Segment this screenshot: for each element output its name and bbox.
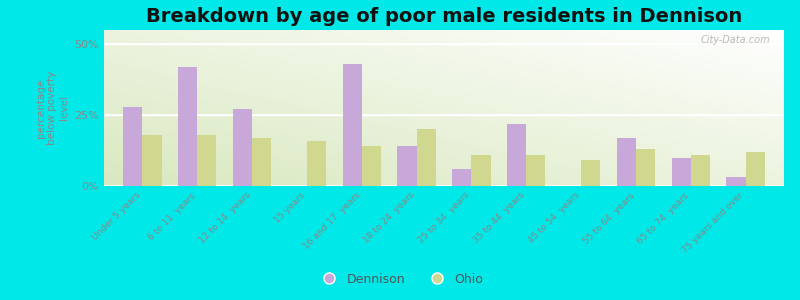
Bar xyxy=(526,155,546,186)
Bar xyxy=(746,152,765,186)
Bar xyxy=(342,64,362,186)
Bar xyxy=(307,141,326,186)
Bar xyxy=(252,138,271,186)
Legend: Dennison, Ohio: Dennison, Ohio xyxy=(312,268,488,291)
Bar xyxy=(581,160,600,186)
Bar xyxy=(142,135,162,186)
Bar xyxy=(507,124,526,186)
Bar xyxy=(726,178,746,186)
Bar xyxy=(398,146,417,186)
Bar xyxy=(233,110,252,186)
Bar xyxy=(178,67,198,186)
Bar xyxy=(452,169,471,186)
Bar xyxy=(636,149,655,186)
Title: Breakdown by age of poor male residents in Dennison: Breakdown by age of poor male residents … xyxy=(146,7,742,26)
Bar xyxy=(671,158,690,186)
Y-axis label: percentage
below poverty
level: percentage below poverty level xyxy=(36,71,69,145)
Bar xyxy=(471,155,490,186)
Bar xyxy=(362,146,381,186)
Bar xyxy=(198,135,217,186)
Bar xyxy=(417,129,436,186)
Bar xyxy=(690,155,710,186)
Bar xyxy=(123,106,142,186)
Bar xyxy=(617,138,636,186)
Text: City-Data.com: City-Data.com xyxy=(701,35,770,45)
